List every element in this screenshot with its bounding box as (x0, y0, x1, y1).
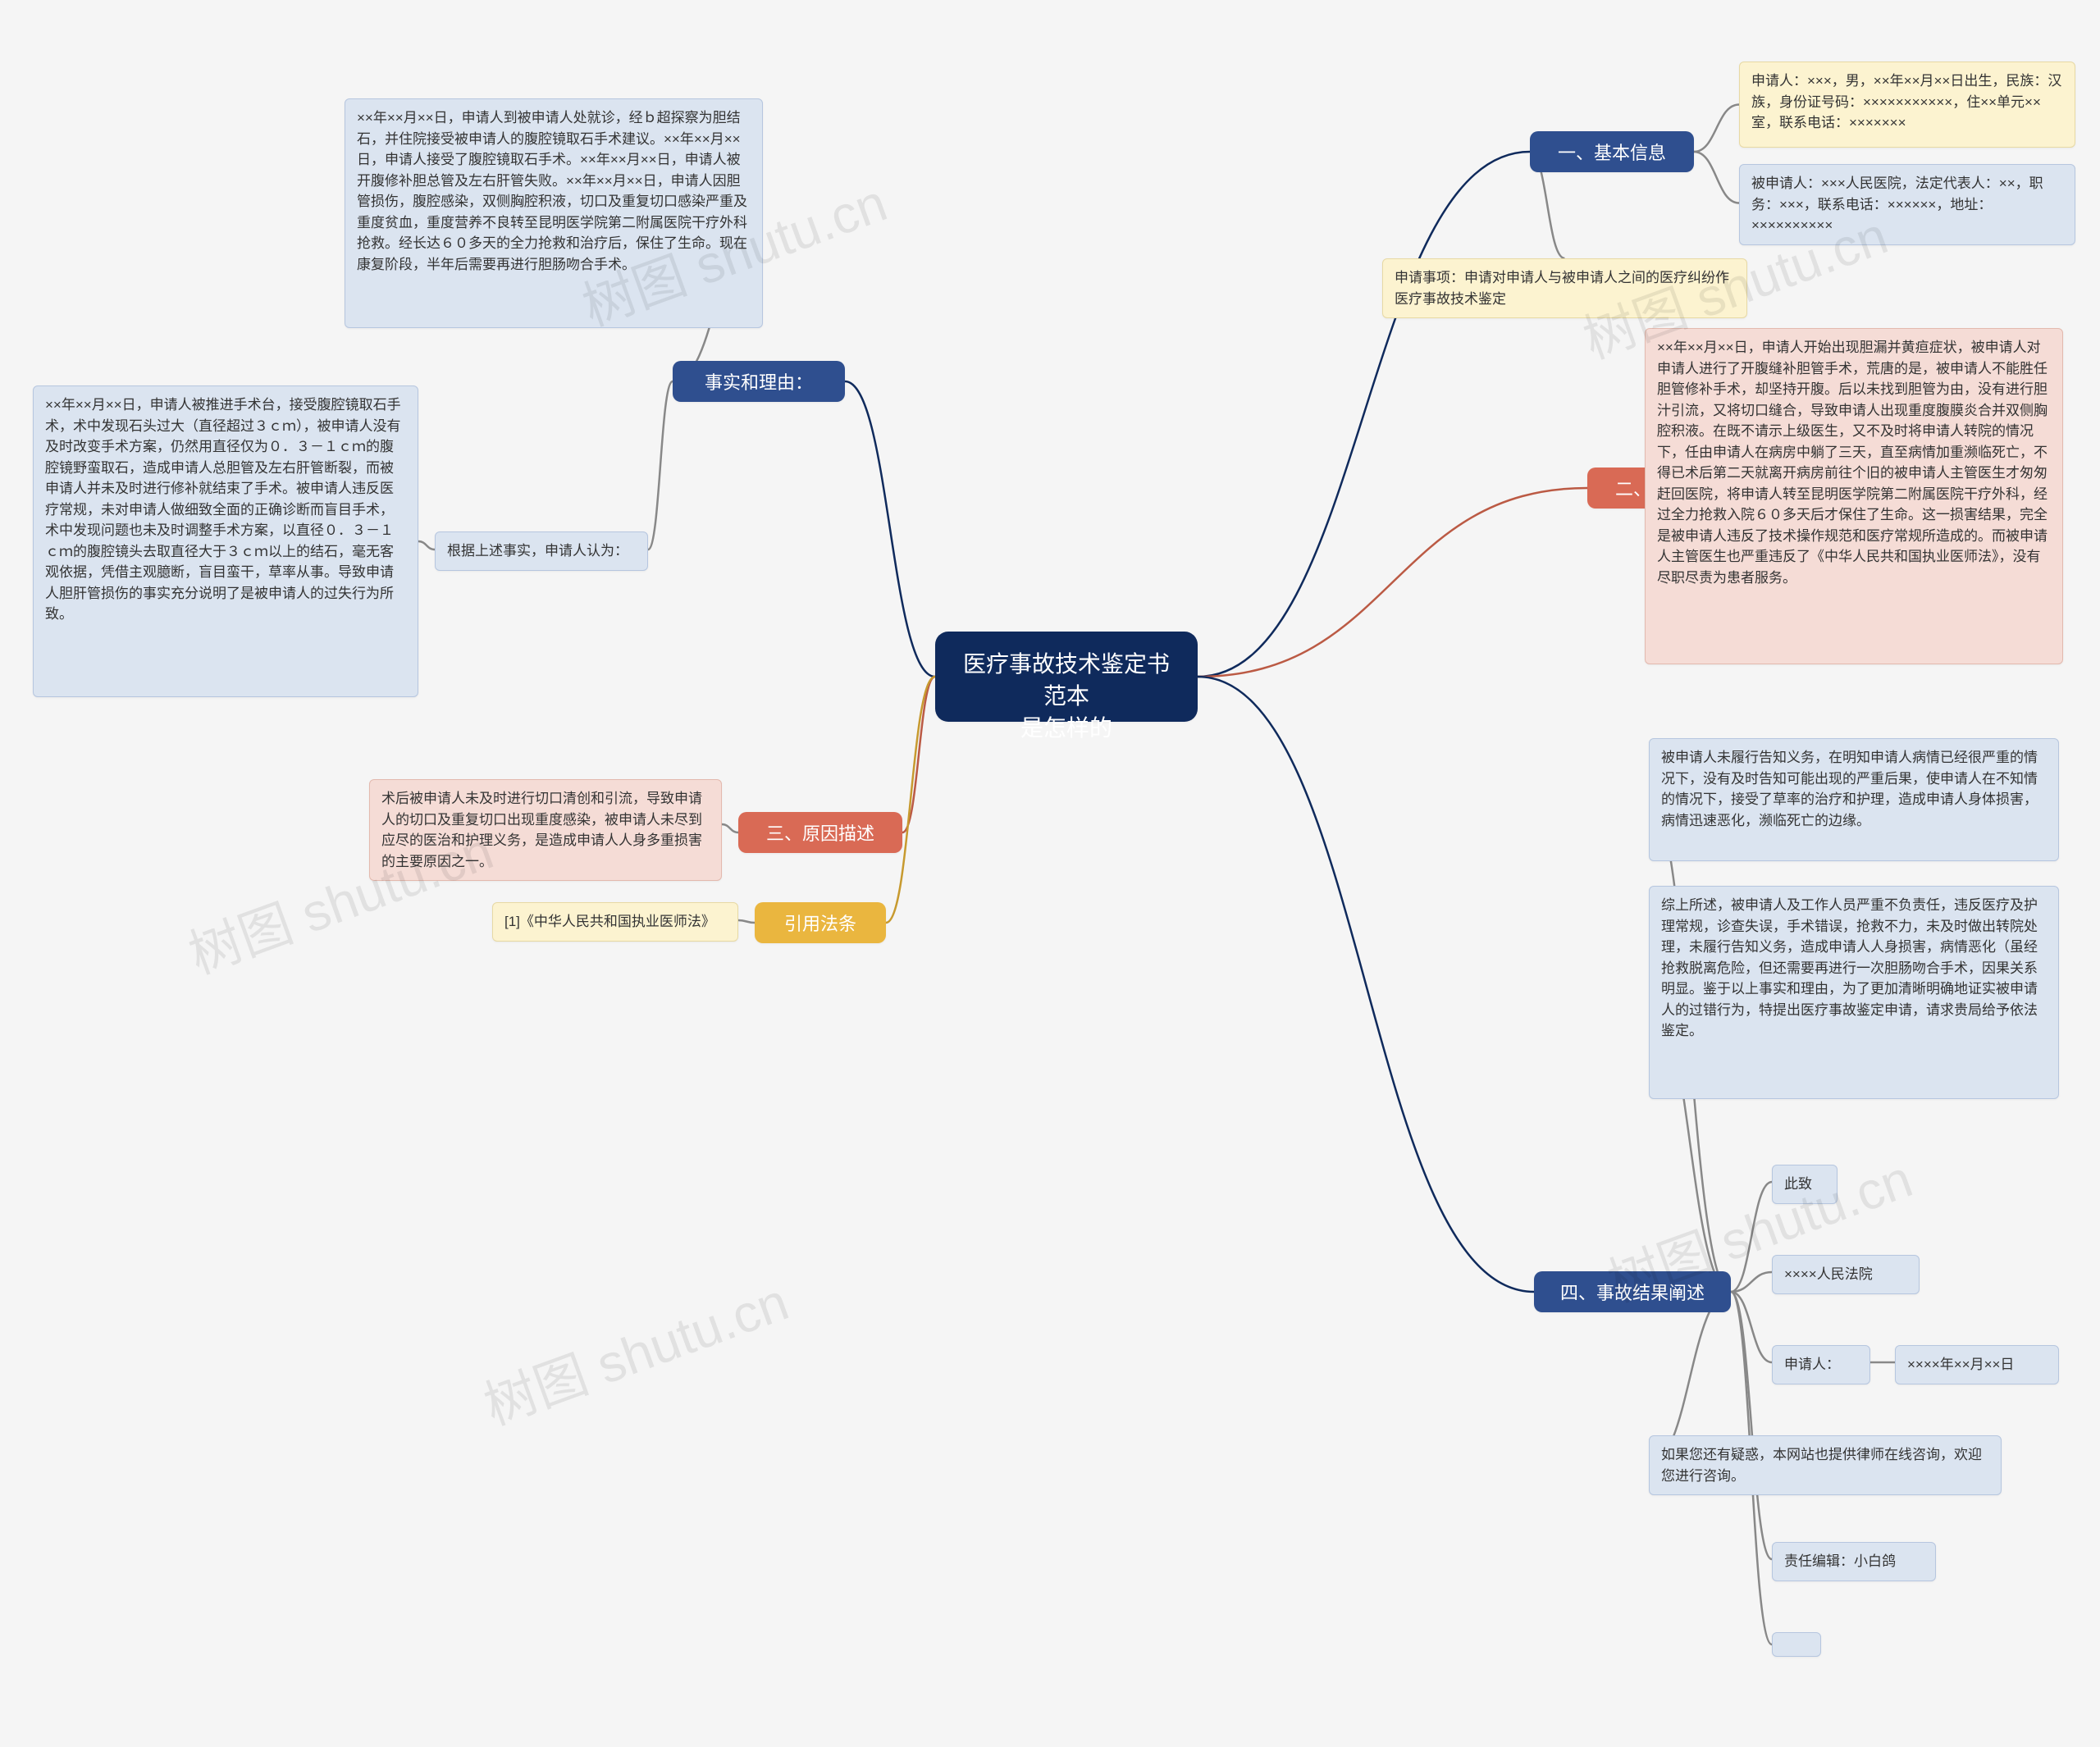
branch-b5_result: 四、事故结果阐述 (1534, 1271, 1731, 1312)
leaf-result_cizhi: 此致 (1772, 1165, 1838, 1204)
leaf-result_inform: 被申请人未履行告知义务，在明知申请人病情已经很严重的情况下，没有及时告知可能出现… (1649, 738, 2059, 861)
leaf-law_cite: [1]《中华人民共和国执业医师法》 (492, 902, 738, 942)
leaf-facts_believe: 根据上述事实，申请人认为： (435, 531, 648, 571)
leaf-accident_desc: ××年××月××日，申请人开始出现胆漏并黄疸症状，被申请人对申请人进行了开腹缝补… (1645, 328, 2063, 664)
leaf-cause_detail: 术后被申请人未及时进行切口清创和引流，导致申请人的切口及重复切口出现重度感染，被… (369, 779, 722, 881)
leaf-basic_applicant: 申请人：×××，男，××年××月××日出生，民族：汉族，身份证号码：××××××… (1739, 62, 2075, 148)
leaf-result_app: 申请人： (1772, 1345, 1870, 1384)
edge (902, 677, 935, 832)
leaf-basic_matter: 申请事项：申请对申请人与被申请人之间的医疗纠纷作医疗事故技术鉴定 (1382, 258, 1747, 318)
root-node: 医疗事故技术鉴定书范本 是怎样的 (935, 632, 1198, 722)
edge (1731, 1292, 1772, 1559)
branch-b3_cause: 三、原因描述 (738, 812, 902, 853)
branch-b_facts: 事实和理由： (673, 361, 845, 402)
leaf-result_summary: 综上所述，被申请人及工作人员严重不负责任，违反医疗及护理常规，诊查失误，手术错误… (1649, 886, 2059, 1099)
edge (1198, 488, 1587, 677)
leaf-result_date: ××××年××月××日 (1895, 1345, 2059, 1384)
leaf-basic_respondent: 被申请人：×××人民医院，法定代表人：××，职务：×××，联系电话：××××××… (1739, 164, 2075, 245)
edge (845, 381, 935, 677)
edge (886, 677, 935, 923)
edge (418, 541, 435, 550)
branch-b1_basic: 一、基本信息 (1530, 131, 1694, 172)
leaf-result_consult: 如果您还有疑惑，本网站也提供律师在线咨询，欢迎您进行咨询。 (1649, 1435, 2002, 1495)
edge (1198, 152, 1530, 677)
edge (722, 824, 738, 832)
leaf-facts_detail: ××年××月××日，申请人被推进手术台，接受腹腔镜取石手术，术中发现石头过大（直… (33, 385, 418, 697)
leaf-result_court: ××××人民法院 (1772, 1255, 1920, 1294)
edge (1694, 105, 1739, 153)
edge (1731, 1182, 1772, 1292)
leaf-result_editor: 责任编辑：小白鸽 (1772, 1542, 1936, 1581)
edge (1198, 677, 1534, 1292)
edge (738, 920, 755, 923)
edge (648, 381, 673, 550)
leaf-facts_top: ××年××月××日，申请人到被申请人处就诊，经ｂ超探察为胆结石，并住院接受被申请… (345, 98, 763, 328)
leaf-result_empty (1772, 1632, 1821, 1657)
branch-b4_law: 引用法条 (755, 902, 886, 943)
edge (1694, 152, 1739, 203)
